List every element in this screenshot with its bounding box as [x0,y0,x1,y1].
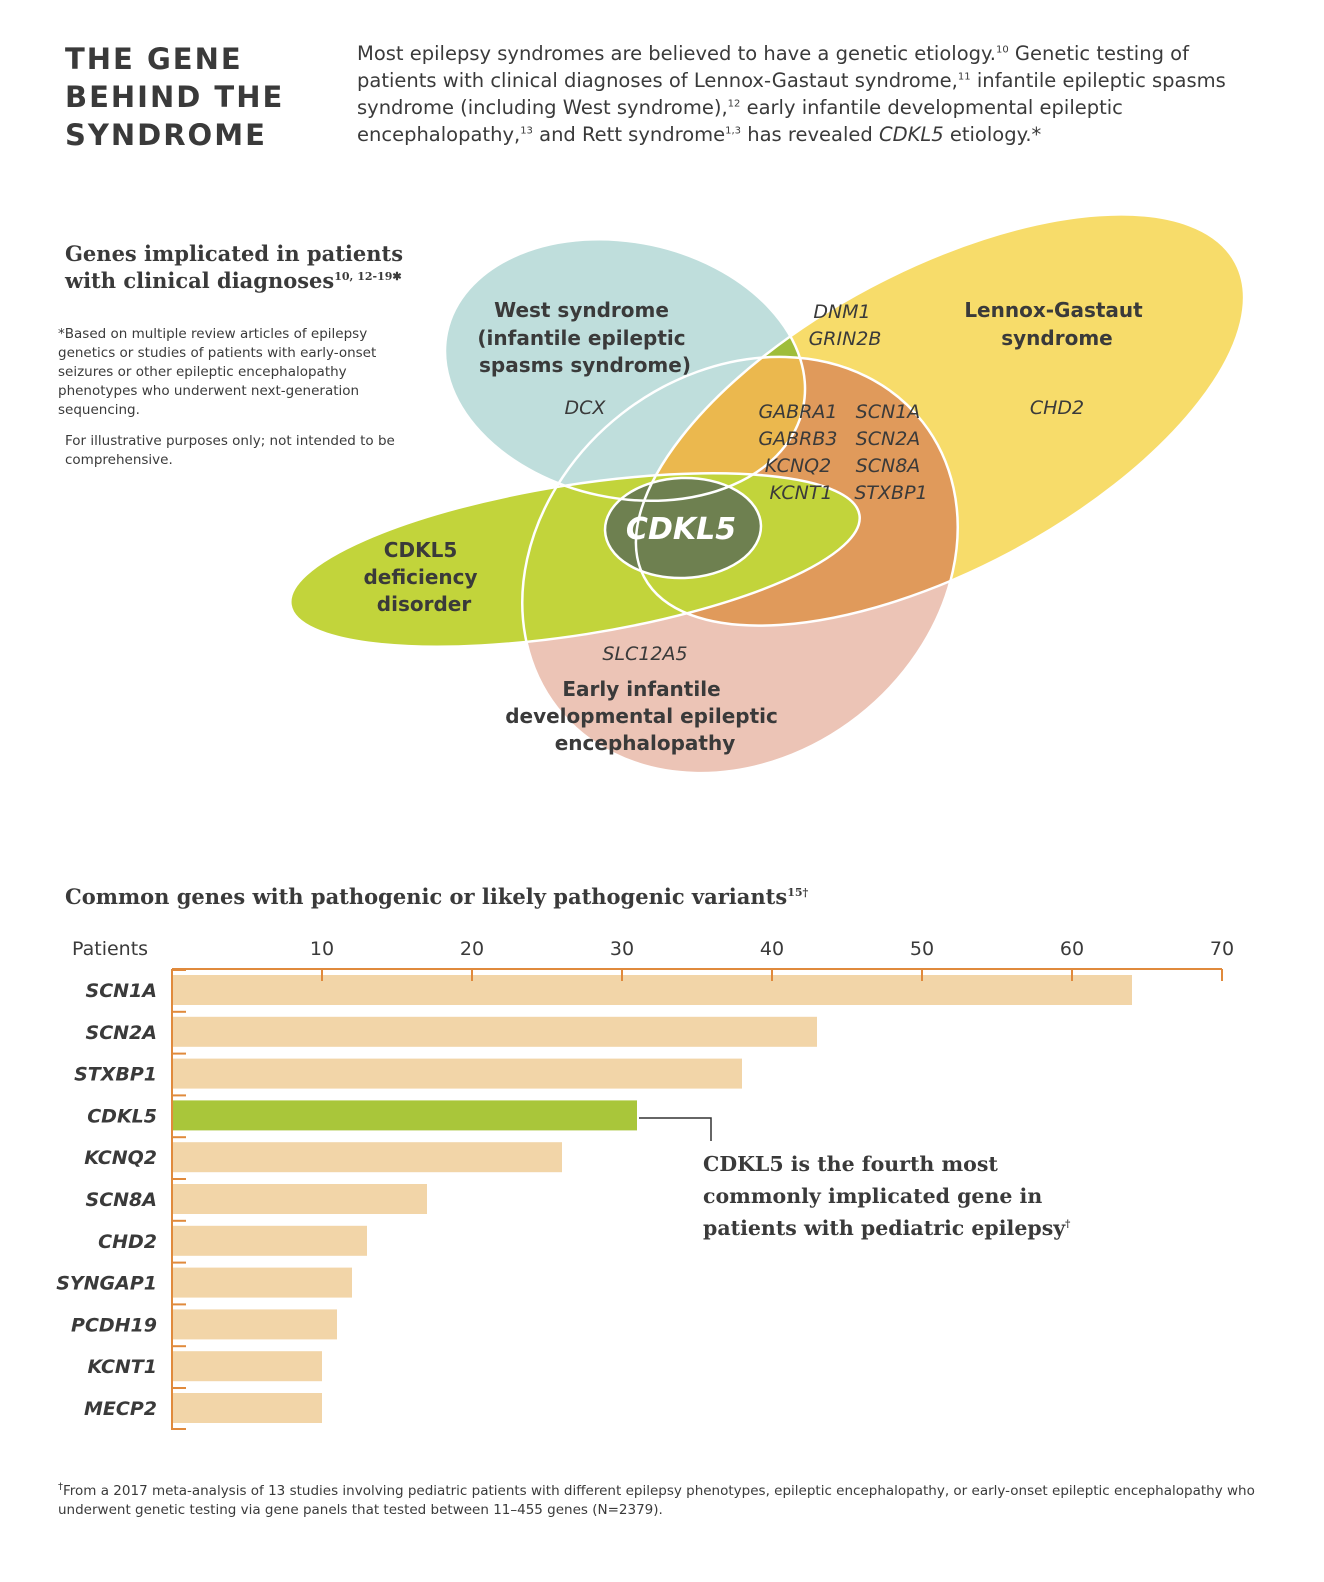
outline-cdkl5-deficiency [289,472,861,648]
cdkl5-callout-mark: † [1065,1219,1071,1231]
intro-text: has revealed [741,123,879,146]
bar-cdkl5 [172,1100,637,1131]
cdkl5-deficiency-label: CDKL5 deficiency disorder [363,538,484,616]
bar-kcnt1 [172,1351,322,1382]
outline-early [521,355,959,775]
intro-gene-name: CDKL5 [878,123,944,146]
intro-text: Most epilepsy syndromes are believed to … [357,42,996,65]
bar-mecp2 [172,1393,322,1423]
lennox-label: Lennox-Gastaut syndrome [964,298,1149,350]
category-label: SCN1A [86,980,157,1002]
intro-text: etiology.* [943,123,1042,146]
x-tick-label: 60 [1060,938,1084,960]
x-tick-label: 10 [310,938,334,960]
venn-note-methods: *Based on multiple review articles of ep… [58,326,377,418]
core-genes-right: SCN1A SCN2A SCN8A STXBP1 [854,401,927,504]
bar-pcdh19 [172,1309,337,1340]
center-label-cdkl5: CDKL5 [626,512,736,547]
page-title: THE GENE BEHIND THE SYNDROME [65,42,285,152]
intro-text: infantile epileptic spasms syndrome (inc… [357,69,1226,119]
cdkl5-callout: CDKL5 is the fourth most commonly implic… [703,1148,1083,1244]
bar-chart-heading-text: Common genes with pathogenic or likely p… [65,884,788,909]
west-lennox-genes: DNM1 GRIN2B [809,301,882,350]
intro-citation: 10 [995,44,1009,56]
venn-heading-citation: 10, 12-19✱ [334,270,402,283]
category-label: MECP2 [84,1398,157,1420]
bar-chart: 10 20 30 40 50 60 70 SCN1A SCN2A STXBP1 CDKL5 KCNQ… [56,938,1234,1430]
outline-west [443,237,807,503]
west-gene-dcx: DCX [565,397,607,419]
x-axis-label: Patients [72,938,148,960]
footnote-text: From a 2017 meta-analysis of 13 studies … [58,1483,1255,1518]
venn-heading-text: Genes implicated in patients with clinic… [65,241,404,293]
category-label: CHD2 [98,1231,157,1253]
x-tick-label: 40 [760,938,784,960]
bar-scn8a [172,1184,427,1214]
lennox-gene-chd2: CHD2 [1030,397,1084,419]
intro-citation: 1,3 [725,125,742,137]
intro-text: and Rett syndrome [532,123,726,146]
bar-kcnq2 [172,1142,562,1173]
bar-chart-heading-citation: 15† [787,886,809,899]
category-label: STXBP1 [74,1064,157,1086]
category-label: SYNGAP1 [56,1273,157,1295]
intro-citation: 12 [727,98,741,110]
bar-stxbp1 [172,1058,742,1089]
category-label: CDKL5 [87,1105,157,1127]
outline-center [603,476,763,580]
core-genes-left: GABRA1 GABRB3 KCNQ2 KCNT1 [758,401,843,504]
west-label: West syndrome (infantile epileptic spasm… [477,298,692,377]
cdkl5-callout-text: CDKL5 is the fourth most commonly implic… [703,1152,1066,1240]
bar-chart-heading: Common genes with pathogenic or likely p… [65,884,808,909]
category-label: PCDH19 [71,1314,157,1336]
intro-text: early infantile developmental epileptic … [357,96,1123,146]
early-gene-slc12a5: SLC12A5 [602,643,687,665]
callout-leader-line [639,1117,712,1141]
bar-scn1a [172,975,1132,1005]
venn-note-illustrative: For illustrative purposes only; not inte… [65,433,395,468]
bar-scn2a [172,1016,817,1047]
x-tick-label: 70 [1210,938,1234,960]
intro-paragraph: Most epilepsy syndromes are believed to … [357,40,1237,148]
outline-lennox [634,213,1246,627]
x-tick-label: 20 [460,938,484,960]
category-label: SCN8A [86,1189,157,1211]
x-tick-label: 50 [910,938,934,960]
category-label: KCNT1 [87,1356,157,1378]
bar-chd2 [172,1225,367,1256]
category-label: KCNQ2 [84,1147,157,1169]
bar-syngap1 [172,1267,352,1298]
intro-citation: 11 [957,71,971,83]
footnote-mark: † [58,1481,63,1493]
x-tick-label: 30 [610,938,634,960]
category-label: SCN2A [86,1022,157,1044]
footnote: †From a 2017 meta-analysis of 13 studies… [58,1482,1258,1520]
early-infantile-label: Early infantile developmental epileptic … [505,677,785,755]
intro-text: Genetic testing of patients with clinica… [357,42,1189,92]
intro-citation: 13 [520,125,533,137]
venn-heading: Genes implicated in patients with clinic… [65,240,405,294]
venn-diagram: West syndrome (infantile epileptic spasm… [289,213,1246,775]
